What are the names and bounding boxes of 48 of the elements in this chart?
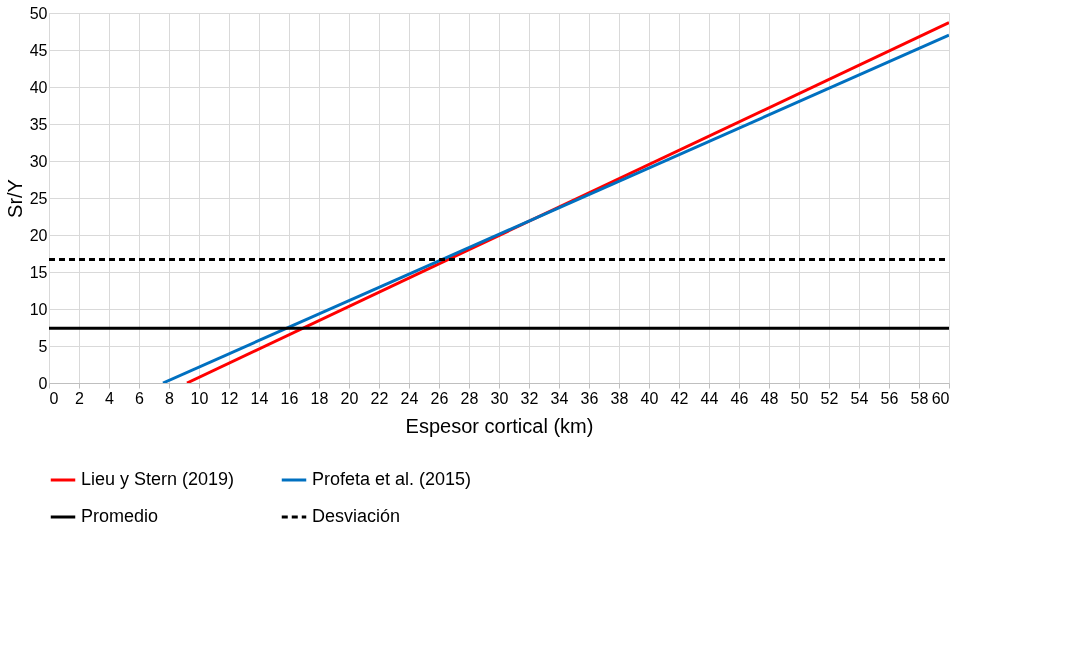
y-tick-label: 40 bbox=[29, 78, 48, 96]
x-tick-label: 8 bbox=[165, 389, 175, 407]
x-tick-label: 46 bbox=[730, 389, 749, 407]
y-tick-label: 50 bbox=[29, 4, 48, 22]
x-tick-label: 36 bbox=[580, 389, 599, 407]
x-tick-label: 40 bbox=[640, 389, 659, 407]
y-axis-title: Sr/Y bbox=[3, 179, 26, 218]
x-tick-label: 30 bbox=[490, 389, 509, 407]
y-tick-label: 0 bbox=[38, 374, 48, 392]
x-tick-label: 22 bbox=[370, 389, 389, 407]
legend-label: Promedio bbox=[81, 506, 159, 526]
x-tick-label: 56 bbox=[880, 389, 899, 407]
x-tick-label: 4 bbox=[105, 389, 115, 407]
x-tick-label: 26 bbox=[430, 389, 449, 407]
legend-label: Profeta et al. (2015) bbox=[312, 469, 472, 489]
y-tick-label: 10 bbox=[29, 300, 48, 318]
x-tick-label: 60 bbox=[931, 389, 950, 407]
legend-label: Lieu y Stern (2019) bbox=[81, 469, 235, 489]
x-tick-label: 48 bbox=[760, 389, 779, 407]
x-tick-label: 2 bbox=[75, 389, 85, 407]
y-tick-label: 45 bbox=[29, 41, 48, 59]
x-tick-label: 20 bbox=[340, 389, 359, 407]
x-tick-label: 24 bbox=[400, 389, 419, 407]
x-tick-label: 32 bbox=[520, 389, 539, 407]
x-tick-label: 10 bbox=[190, 389, 209, 407]
y-tick-label: 25 bbox=[29, 189, 48, 207]
x-axis-title: Espesor cortical (km) bbox=[405, 414, 594, 437]
x-tick-label: 38 bbox=[610, 389, 629, 407]
x-tick-label: 44 bbox=[700, 389, 719, 407]
x-tick-label: 18 bbox=[310, 389, 329, 407]
x-tick-label: 54 bbox=[850, 389, 869, 407]
x-tick-label: 14 bbox=[250, 389, 269, 407]
legend-label: Desviación bbox=[312, 506, 401, 526]
x-tick-label: 52 bbox=[820, 389, 839, 407]
x-tick-label: 58 bbox=[910, 389, 929, 407]
x-tick-label: 12 bbox=[220, 389, 239, 407]
y-tick-label: 20 bbox=[29, 226, 48, 244]
y-tick-label: 15 bbox=[29, 263, 48, 281]
y-tick-label: 30 bbox=[29, 152, 48, 170]
x-tick-label: 34 bbox=[550, 389, 569, 407]
x-tick-label: 0 bbox=[49, 389, 59, 407]
x-tick-label: 16 bbox=[280, 389, 299, 407]
x-tick-label: 42 bbox=[670, 389, 689, 407]
x-tick-label: 28 bbox=[460, 389, 479, 407]
y-tick-label: 5 bbox=[38, 337, 48, 355]
y-tick-label: 35 bbox=[29, 115, 48, 133]
x-tick-label: 6 bbox=[135, 389, 145, 407]
x-tick-label: 50 bbox=[790, 389, 809, 407]
